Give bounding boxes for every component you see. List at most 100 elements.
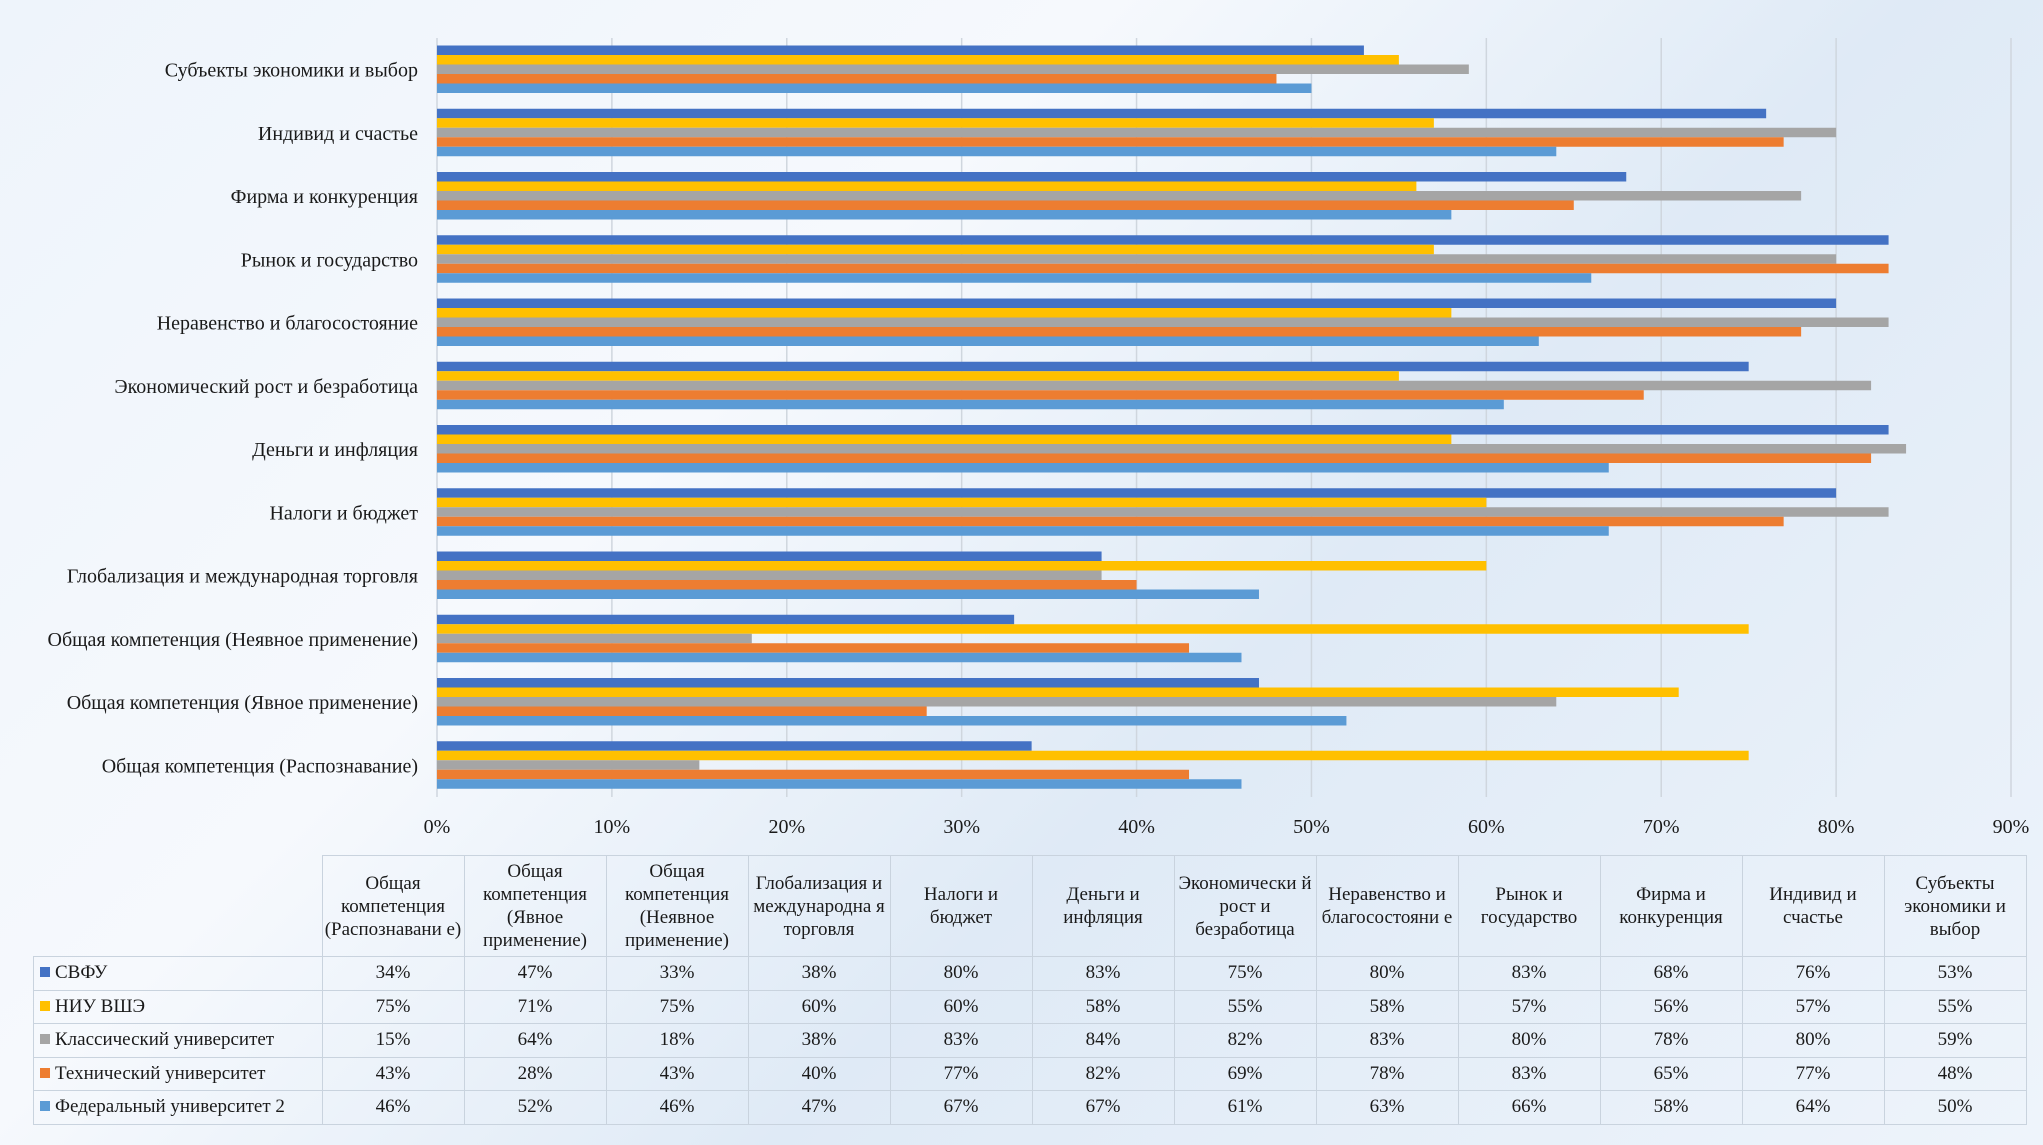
legend-swatch xyxy=(40,1034,50,1045)
table-column-header: Фирма и конкуренция xyxy=(1599,855,1743,957)
table-cell: 34% xyxy=(321,956,465,991)
table-cell: 64% xyxy=(1741,1090,1885,1125)
bar xyxy=(437,336,1539,346)
table-cell: 83% xyxy=(1457,1056,1601,1091)
bar xyxy=(437,298,1837,308)
table-cell: 64% xyxy=(463,1023,607,1058)
table-cell: 78% xyxy=(1315,1056,1459,1091)
bar xyxy=(437,361,1749,372)
table-cell: 18% xyxy=(605,1023,749,1058)
bars xyxy=(437,45,1907,789)
x-tick-label: 20% xyxy=(768,816,805,838)
table-row: Классический университет 15% 64% 18% 38% 83% 8… xyxy=(33,1023,2027,1058)
table-cell: 82% xyxy=(1173,1023,1317,1058)
bar xyxy=(437,434,1452,444)
table-cell: 83% xyxy=(1031,956,1175,991)
bar xyxy=(437,570,1102,580)
table-cell: 56% xyxy=(1599,989,1743,1024)
table-cell: 52% xyxy=(463,1090,607,1125)
table-cell: 80% xyxy=(1315,956,1459,991)
bar xyxy=(437,127,1837,138)
table-cell: 58% xyxy=(1031,989,1175,1024)
table-cell: 15% xyxy=(321,1023,465,1058)
table-cell: 47% xyxy=(463,956,607,991)
bar xyxy=(437,488,1837,498)
table-cell: 63% xyxy=(1315,1090,1459,1125)
bar xyxy=(437,741,1032,751)
legend-entry: НИУ ВШЭ xyxy=(33,989,323,1024)
table-cell: 58% xyxy=(1599,1090,1743,1125)
bar xyxy=(437,55,1399,65)
table-cell: 38% xyxy=(747,1023,891,1058)
bar xyxy=(437,210,1452,220)
table-cell: 67% xyxy=(1031,1090,1175,1125)
table-cell: 60% xyxy=(747,989,891,1024)
category-label: Общая компетенция (Неявное применение) xyxy=(48,629,419,651)
table-column-header: Налоги и бюджет xyxy=(889,855,1033,957)
table-cell: 83% xyxy=(1457,956,1601,991)
bar xyxy=(437,83,1312,93)
table-cell: 55% xyxy=(1883,989,2027,1024)
table-cell: 78% xyxy=(1599,1023,1743,1058)
legend-swatch xyxy=(40,1067,50,1078)
table-column-header: Экономически й рост и безработица xyxy=(1173,855,1317,957)
bar xyxy=(437,371,1399,381)
legend-entry: Классический университет xyxy=(33,1023,323,1058)
x-tick-label: 80% xyxy=(1818,816,1855,838)
legend-swatch xyxy=(40,1101,50,1112)
bar xyxy=(437,716,1347,726)
bar xyxy=(437,589,1259,599)
bar xyxy=(437,507,1889,517)
bar xyxy=(437,561,1487,571)
table-cell: 83% xyxy=(889,1023,1033,1058)
table-cell: 68% xyxy=(1599,956,1743,991)
bar xyxy=(437,172,1627,182)
bar xyxy=(437,779,1242,789)
category-label: Глобализация и международная торговля xyxy=(67,566,418,588)
bar xyxy=(437,273,1592,283)
bar xyxy=(437,497,1487,508)
table-cell: 59% xyxy=(1883,1023,2027,1058)
table-row: Технический университет 43% 28% 43% 40% 77% 82… xyxy=(33,1056,2027,1091)
gridlines xyxy=(436,38,2012,797)
table-column-header: Общая компетенция (Неявное применение) xyxy=(605,855,749,957)
bar xyxy=(437,200,1574,210)
category-label: Субъекты экономики и выбор xyxy=(165,60,418,82)
table-cell: 60% xyxy=(889,989,1033,1024)
x-tick-label: 30% xyxy=(943,816,980,838)
table-column-header: Деньги и инфляция xyxy=(1031,855,1175,957)
bar xyxy=(437,254,1837,264)
bar xyxy=(437,516,1784,527)
bar xyxy=(437,191,1802,201)
bar xyxy=(437,308,1452,318)
table-cell: 83% xyxy=(1315,1023,1459,1058)
bar xyxy=(437,750,1749,761)
table-cell: 66% xyxy=(1457,1090,1601,1125)
bar xyxy=(437,652,1242,663)
series-name: Классический университет xyxy=(55,1029,275,1051)
x-tick-label: 70% xyxy=(1643,816,1680,838)
series-name: НИУ ВШЭ xyxy=(55,995,146,1017)
table-cell: 61% xyxy=(1173,1090,1317,1125)
table-cell: 75% xyxy=(1173,956,1317,991)
table-column-header: Неравенство и благосостояни е xyxy=(1315,855,1459,957)
table-cell: 58% xyxy=(1315,989,1459,1024)
category-label: Рынок и государство xyxy=(241,249,418,271)
table-cell: 43% xyxy=(321,1056,465,1091)
x-axis-tick-labels: 0% 10% 20% 30% 40% 50% 60% 70% 80% 90% xyxy=(424,816,2030,838)
table-cell: 80% xyxy=(1741,1023,1885,1058)
table-cell: 77% xyxy=(1741,1056,1885,1091)
table-cell: 57% xyxy=(1741,989,1885,1024)
bar xyxy=(437,146,1557,157)
table-column-header: Общая компетенция (Явное применение) xyxy=(463,855,607,957)
table-cell: 75% xyxy=(321,989,465,1024)
legend-entry: Технический университет xyxy=(33,1056,323,1091)
bar xyxy=(437,463,1609,473)
bar xyxy=(437,526,1609,536)
x-tick-label: 0% xyxy=(424,816,451,838)
bar-chart: Общая компетенция (Распознавание) Общая к… xyxy=(48,38,2030,838)
table-column-header: Глобализация и международна я торговля xyxy=(747,855,891,957)
legend-entry: СВФУ xyxy=(33,956,323,991)
bar xyxy=(437,244,1434,255)
bar xyxy=(437,380,1872,391)
